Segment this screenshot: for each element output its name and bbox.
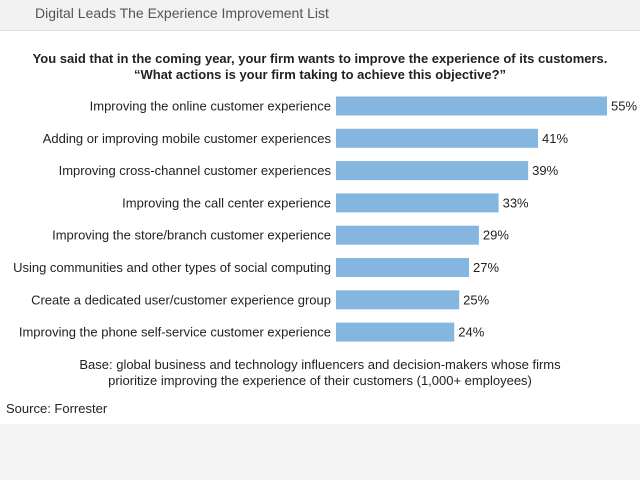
footer-band bbox=[0, 424, 640, 480]
chart-question-line-2: “What actions is your firm taking to ach… bbox=[133, 67, 507, 82]
bar bbox=[336, 161, 529, 181]
bar bbox=[336, 128, 539, 148]
category-label: Adding or improving mobile customer expe… bbox=[43, 131, 332, 146]
base-note: Base: global business and technology inf… bbox=[0, 357, 640, 389]
bar bbox=[336, 290, 460, 310]
category-label: Create a dedicated user/customer experie… bbox=[31, 292, 331, 307]
value-label: 24% bbox=[458, 325, 484, 340]
value-label: 39% bbox=[532, 163, 558, 178]
bar bbox=[336, 258, 470, 277]
bar bbox=[336, 225, 479, 245]
base-note-line-2: prioritize improving the experience of t… bbox=[108, 373, 532, 388]
value-label: 33% bbox=[503, 195, 529, 210]
value-label: 29% bbox=[483, 228, 509, 243]
page-title: Digital Leads The Experience Improvement… bbox=[35, 5, 329, 21]
chart-question-line-1: You said that in the coming year, your f… bbox=[32, 51, 608, 66]
category-label: Improving cross-channel customer experie… bbox=[59, 163, 332, 178]
category-label: Improving the call center experience bbox=[122, 195, 331, 210]
source-note: Source: Forrester bbox=[6, 401, 108, 416]
base-note-line-1: Base: global business and technology inf… bbox=[79, 357, 561, 372]
bar bbox=[336, 96, 607, 116]
value-label: 55% bbox=[611, 99, 637, 114]
category-label: Improving the store/branch customer expe… bbox=[52, 228, 331, 243]
header-band: Digital Leads The Experience Improvement… bbox=[0, 0, 640, 31]
chart-question: You said that in the coming year, your f… bbox=[0, 51, 640, 83]
category-label: Using communities and other types of soc… bbox=[13, 260, 331, 275]
bar bbox=[336, 322, 455, 342]
category-label: Improving the phone self-service custome… bbox=[19, 325, 331, 340]
value-label: 27% bbox=[473, 260, 499, 275]
value-label: 41% bbox=[542, 131, 568, 146]
category-label: Improving the online customer experience bbox=[90, 99, 331, 114]
bar bbox=[336, 193, 499, 213]
value-label: 25% bbox=[463, 292, 489, 307]
